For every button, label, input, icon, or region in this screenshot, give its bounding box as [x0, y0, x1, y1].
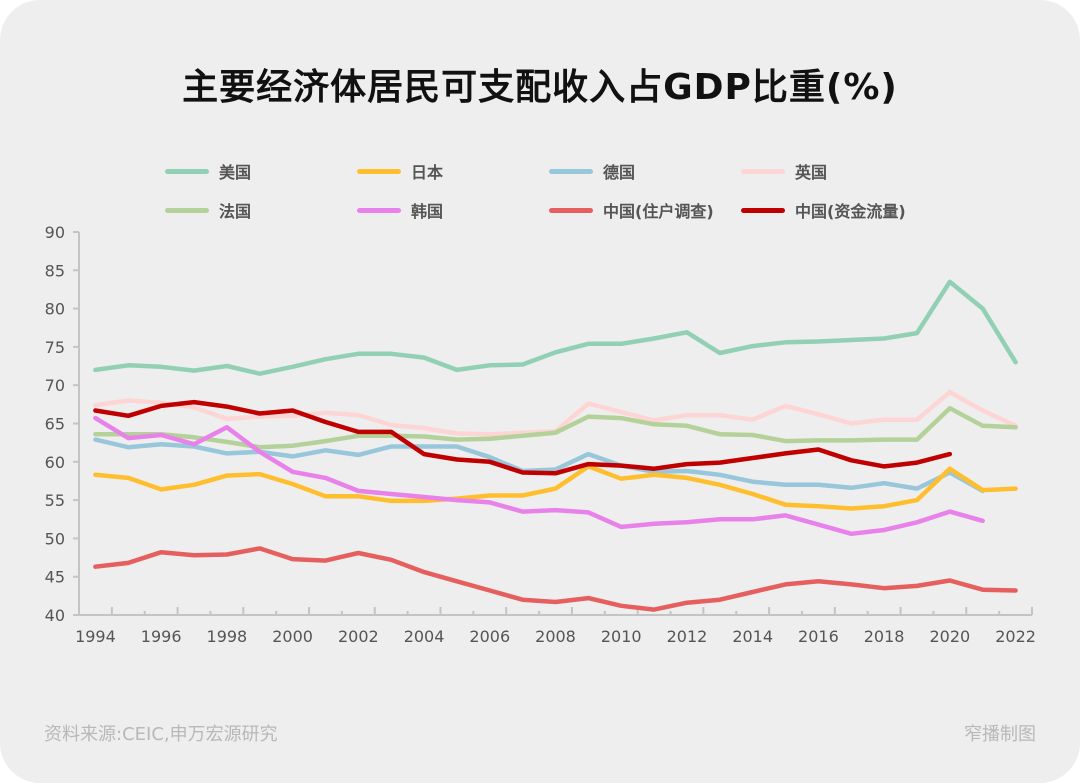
y-tick-label: 60 — [45, 453, 65, 472]
series-line-7 — [93, 399, 953, 476]
x-tick-label: 2010 — [601, 627, 642, 646]
x-tick-label: 1996 — [141, 627, 182, 646]
x-tick-label: 1994 — [75, 627, 116, 646]
chart-title: 主要经济体居民可支配收入占GDP比重(%) — [182, 67, 898, 108]
x-tick-label: 2018 — [864, 627, 905, 646]
x-tick-label: 2000 — [272, 627, 313, 646]
credit-note: 窄播制图 — [964, 724, 1036, 745]
series-line-0 — [93, 279, 1018, 376]
x-tick-label: 2002 — [338, 627, 379, 646]
x-tick-label: 2014 — [732, 627, 773, 646]
legend-item: 德国 — [549, 158, 635, 184]
legend-item: 日本 — [357, 158, 443, 184]
legend-swatch — [549, 207, 593, 213]
source-note: 资料来源:CEIC,申万宏源研究 — [44, 724, 278, 745]
legend-item: 中国(资金流量) — [741, 197, 906, 223]
legend-item: 法国 — [165, 197, 251, 223]
y-tick-label: 85 — [45, 261, 65, 280]
legend-label: 中国(资金流量) — [795, 202, 906, 221]
legend-swatch — [165, 207, 209, 213]
legend-swatch — [165, 168, 209, 174]
series-line-2 — [93, 437, 985, 494]
x-tick-label: 2004 — [404, 627, 445, 646]
legend-item: 英国 — [741, 158, 827, 184]
series-line-4 — [93, 405, 1018, 450]
y-tick-label: 90 — [45, 223, 65, 242]
legend-label: 法国 — [219, 202, 252, 221]
x-tick-label: 2020 — [929, 627, 970, 646]
legend-item: 韩国 — [357, 197, 443, 223]
y-tick-label: 65 — [45, 415, 65, 434]
legend-swatch — [549, 168, 593, 174]
legend-swatch — [357, 168, 401, 174]
legend: 美国 日本 德国 英国法国 韩国 中国(住户调查) 中国(资金流量) — [165, 158, 965, 228]
legend-swatch — [741, 168, 785, 174]
y-tick-label: 55 — [45, 491, 65, 510]
legend-item: 美国 — [165, 158, 251, 184]
x-tick-label: 2012 — [667, 627, 708, 646]
series-line-5 — [93, 415, 985, 537]
x-tick-label: 2008 — [535, 627, 576, 646]
legend-label: 英国 — [795, 163, 828, 182]
legend-label: 德国 — [603, 163, 636, 182]
x-tick-label: 1998 — [207, 627, 248, 646]
x-tick-label: 2022 — [995, 627, 1036, 646]
legend-swatch — [741, 207, 785, 213]
x-tick-label: 2016 — [798, 627, 839, 646]
y-tick-label: 45 — [45, 568, 65, 587]
y-tick-label: 75 — [45, 338, 65, 357]
legend-swatch — [357, 207, 401, 213]
x-tick-label: 2006 — [469, 627, 510, 646]
y-tick-label: 50 — [45, 529, 65, 548]
y-tick-label: 70 — [45, 376, 65, 395]
legend-label: 中国(住户调查) — [603, 202, 714, 221]
legend-label: 韩国 — [411, 202, 444, 221]
y-tick-label: 80 — [45, 300, 65, 319]
y-tick-label: 40 — [45, 606, 65, 625]
legend-label: 日本 — [411, 163, 444, 182]
series-line-1 — [93, 464, 1018, 511]
legend-item: 中国(住户调查) — [549, 197, 714, 223]
legend-label: 美国 — [219, 163, 252, 182]
series-line-3 — [93, 389, 1018, 437]
series-line-6 — [93, 546, 1018, 612]
